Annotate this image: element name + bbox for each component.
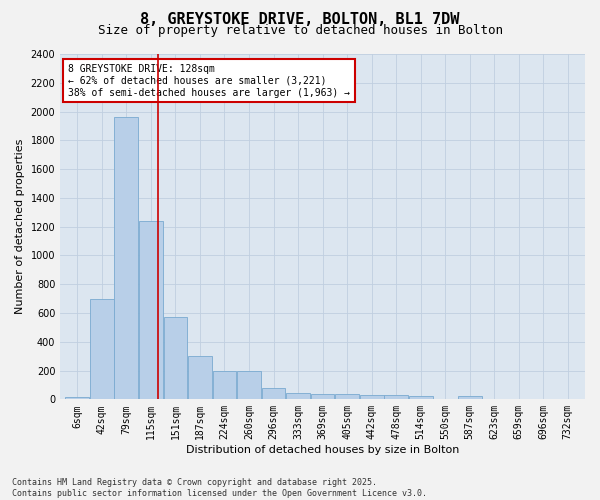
Bar xyxy=(164,318,187,400)
Bar xyxy=(212,370,236,400)
Bar xyxy=(90,298,114,400)
Bar xyxy=(311,394,334,400)
Bar xyxy=(188,356,212,400)
Bar xyxy=(360,395,383,400)
Bar xyxy=(65,397,89,400)
X-axis label: Distribution of detached houses by size in Bolton: Distribution of detached houses by size … xyxy=(186,445,459,455)
Bar xyxy=(286,393,310,400)
Bar xyxy=(458,396,482,400)
Bar xyxy=(335,394,359,400)
Y-axis label: Number of detached properties: Number of detached properties xyxy=(15,139,25,314)
Bar xyxy=(139,221,163,400)
Text: 8, GREYSTOKE DRIVE, BOLTON, BL1 7DW: 8, GREYSTOKE DRIVE, BOLTON, BL1 7DW xyxy=(140,12,460,28)
Bar xyxy=(384,395,408,400)
Text: Size of property relative to detached houses in Bolton: Size of property relative to detached ho… xyxy=(97,24,503,37)
Text: 8 GREYSTOKE DRIVE: 128sqm
← 62% of detached houses are smaller (3,221)
38% of se: 8 GREYSTOKE DRIVE: 128sqm ← 62% of detac… xyxy=(68,64,350,98)
Text: Contains HM Land Registry data © Crown copyright and database right 2025.
Contai: Contains HM Land Registry data © Crown c… xyxy=(12,478,427,498)
Bar xyxy=(262,388,286,400)
Bar xyxy=(409,396,433,400)
Bar xyxy=(115,118,138,400)
Bar xyxy=(237,370,261,400)
